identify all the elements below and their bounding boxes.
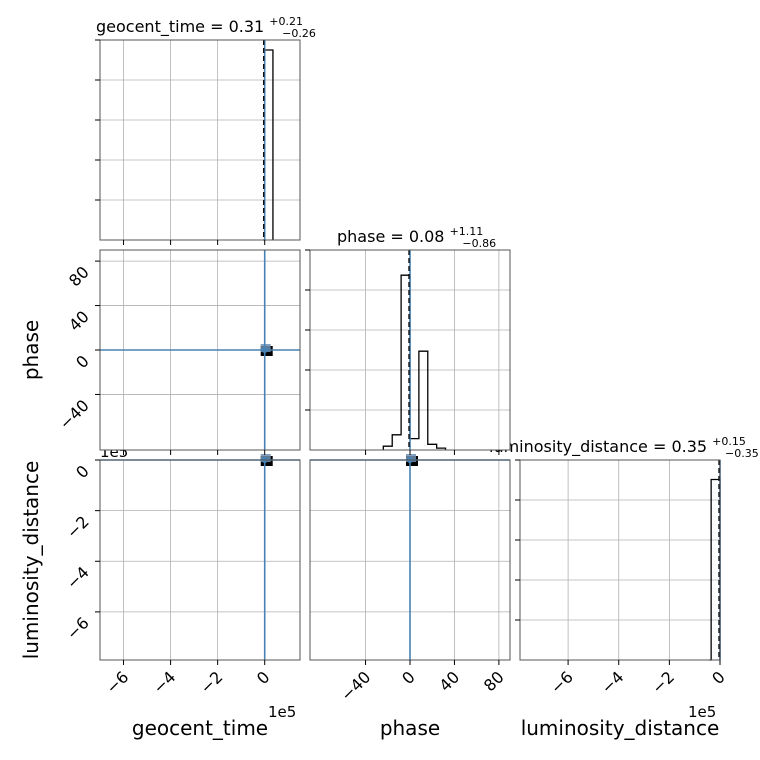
- panel-hist-phase-steps: [382, 274, 447, 450]
- offset-text-x-distance: 1e5: [688, 703, 716, 721]
- panel-2d-geocent-time-vs-phase-truth-point: [261, 347, 268, 353]
- xtick-label-phase-3: 80: [480, 667, 508, 695]
- xtick-label-phase-0: −40: [337, 667, 374, 704]
- ytick-label-luminosity-distance-2: −2: [63, 512, 93, 542]
- offset-text-x-geocent: 1e5: [268, 703, 296, 721]
- ytick-label-luminosity-distance-0: −6: [63, 613, 93, 643]
- panel-2d-geocent-time-vs-luminosity-distance-frame: [99, 459, 301, 661]
- xtick-label-phase-1: 0: [398, 667, 419, 688]
- ytick-label-phase-0: −40: [56, 396, 93, 433]
- xlabel-luminosity-distance: luminosity_distance: [521, 716, 720, 740]
- xtick-label-luminosity-distance-0: −6: [547, 667, 577, 697]
- xtick-label-geocent-time-3: 0: [253, 667, 274, 688]
- panel-hist-luminosity-distance-bg: [520, 460, 720, 660]
- title-phase: phase = 0.08 +1.11 −0.86: [337, 220, 496, 250]
- ytick-label-luminosity-distance-3: 0: [72, 461, 93, 482]
- panel-hist-geocent-time-bg: [100, 40, 300, 240]
- xtick-label-luminosity-distance-1: −4: [597, 667, 627, 697]
- panel-2d-geocent-time-vs-luminosity-distance-bg: [100, 460, 300, 660]
- ylabel-phase: phase: [19, 320, 43, 380]
- title-luminosity-distance: luminosity_distance = 0.35 +0.15 −0.35: [489, 430, 759, 460]
- xtick-label-phase-2: 40: [435, 667, 463, 695]
- xlabel-phase: phase: [380, 716, 440, 740]
- xtick-label-geocent-time-0: −6: [102, 667, 132, 697]
- title-geocent-time: geocent_time = 0.31 +0.21 −0.26: [96, 10, 316, 40]
- xtick-label-luminosity-distance-2: −2: [648, 667, 678, 697]
- ytick-label-luminosity-distance-1: −4: [63, 563, 93, 593]
- xtick-label-geocent-time-2: −2: [196, 667, 226, 697]
- xtick-label-geocent-time-1: −4: [149, 667, 179, 697]
- ytick-label-phase-2: 40: [65, 307, 93, 335]
- panel-hist-geocent-time-frame: [99, 39, 301, 241]
- xtick-label-luminosity-distance-3: 0: [708, 667, 729, 688]
- ytick-label-phase-1: 0: [72, 351, 93, 372]
- xlabel-geocent-time: geocent_time: [132, 716, 268, 740]
- ytick-label-phase-3: 80: [65, 263, 93, 291]
- ylabel-luminosity-distance: luminosity_distance: [19, 461, 43, 660]
- panel-hist-luminosity-distance-frame: [519, 459, 721, 661]
